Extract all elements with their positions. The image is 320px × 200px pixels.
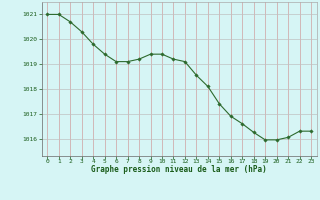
X-axis label: Graphe pression niveau de la mer (hPa): Graphe pression niveau de la mer (hPa) <box>91 165 267 174</box>
